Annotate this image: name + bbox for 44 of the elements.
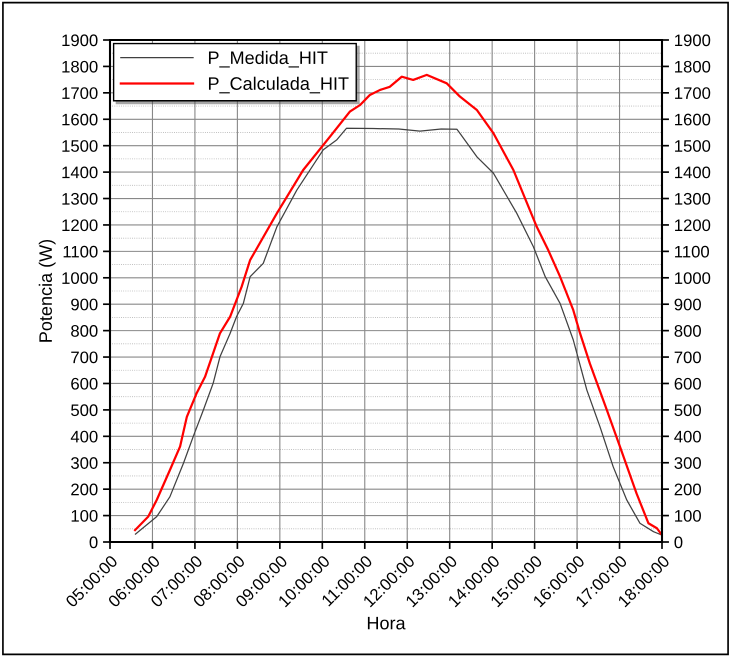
- y-tick-label: 700: [71, 351, 98, 364]
- y2-tick-label: 1600: [675, 114, 710, 126]
- x-axis-title: Hora: [368, 616, 406, 630]
- y-tick-label: 1100: [64, 246, 98, 258]
- y-tick-label: 1300: [62, 192, 98, 205]
- y2-tick-label: 800: [674, 325, 701, 337]
- y2-tick-label: 500: [674, 404, 701, 416]
- y-tick-label: 1200: [62, 219, 98, 232]
- y-tick-label: 1600: [62, 114, 98, 126]
- y-tick-label: 1400: [62, 166, 98, 178]
- y-tick-label: 600: [71, 378, 98, 390]
- legend-label: P_Calculada_HIT: [208, 76, 349, 94]
- y-tick-label: 1500: [62, 140, 98, 152]
- y-axis-title: Potencia (W): [38, 240, 56, 342]
- y-tick-label: 0: [90, 536, 98, 548]
- y-tick-label: 900: [71, 298, 98, 310]
- y2-tick-label: 1000: [675, 272, 710, 284]
- y-tick-label: 300: [71, 457, 98, 469]
- y-tick-label: 500: [71, 404, 98, 416]
- y-tick-label: 1700: [62, 87, 98, 100]
- y2-tick-label: 200: [674, 484, 701, 496]
- y-tick-label: 400: [70, 430, 98, 443]
- y-tick-label: 100: [72, 510, 98, 522]
- y-tick-label: 800: [71, 325, 98, 337]
- y2-tick-label: 0: [674, 536, 682, 548]
- y2-tick-label: 1400: [675, 166, 710, 178]
- y2-tick-label: 400: [674, 430, 701, 443]
- y2-tick-label: 300: [674, 457, 701, 469]
- y2-tick-label: 1900: [675, 34, 710, 46]
- y2-tick-label: 100: [675, 510, 701, 522]
- y2-tick-label: 700: [674, 351, 701, 364]
- y-tick-label: 1900: [62, 34, 98, 46]
- y-tick-label: 200: [71, 484, 98, 496]
- y2-tick-label: 1800: [675, 60, 710, 73]
- y2-tick-label: 1700: [675, 87, 710, 100]
- y2-tick-label: 600: [674, 378, 701, 390]
- y2-tick-label: 1500: [675, 140, 710, 152]
- legend-label: P_Medida_HIT: [208, 50, 328, 68]
- y2-tick-label: 1300: [675, 192, 710, 205]
- y2-tick-label: 1200: [675, 219, 710, 232]
- y-tick-label: 1800: [62, 60, 98, 73]
- y2-tick-label: 900: [674, 298, 701, 310]
- y-tick-label: 1000: [62, 272, 98, 284]
- y2-tick-label: 1100: [675, 246, 709, 258]
